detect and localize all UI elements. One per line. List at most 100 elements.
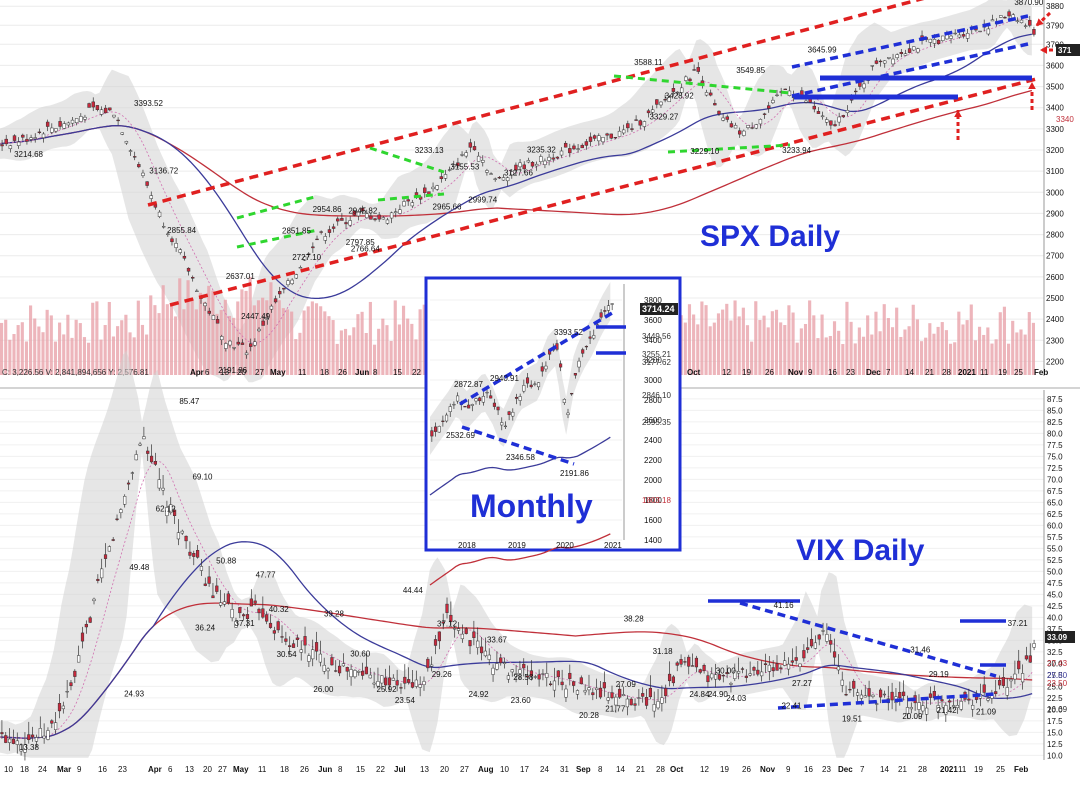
spx-candle-body xyxy=(485,170,489,173)
spx-candle-body xyxy=(145,181,149,186)
spx-volume-bar xyxy=(232,317,236,375)
spx-green-wedge-line xyxy=(236,194,319,220)
spx-x-tick-label: 25 xyxy=(1014,368,1023,377)
spx-candle-body xyxy=(398,209,402,214)
spx-volume-bar xyxy=(1002,306,1006,375)
spx-volume-bar xyxy=(261,297,265,375)
spx-candle-body xyxy=(597,135,601,142)
vix-candle-body xyxy=(80,632,85,642)
spx-candle-body xyxy=(472,146,477,151)
spx-candle-body xyxy=(539,156,543,162)
spx-volume-bar xyxy=(348,335,352,375)
vix-candle-body xyxy=(468,640,472,647)
spx-candle-body xyxy=(650,109,655,113)
spx-candle-body xyxy=(895,54,899,59)
spx-volume-bar xyxy=(832,321,837,375)
vix-candle-body xyxy=(675,662,679,666)
vix-candle-body xyxy=(1009,679,1013,682)
vix-candle-body xyxy=(733,670,737,679)
spx-candle-body xyxy=(41,133,46,139)
spx-candle-body xyxy=(870,65,875,67)
spx-volume-bar xyxy=(998,312,1002,375)
spx-volume-bar xyxy=(169,304,174,375)
vix-candle-body xyxy=(690,665,695,667)
spx-volume-bar xyxy=(236,301,240,375)
spx-candle-body xyxy=(16,141,21,146)
spx-volume-bar xyxy=(1027,312,1031,375)
spx-volume-bar xyxy=(207,285,211,375)
spx-volume-bar xyxy=(78,323,82,375)
spx-candle-body xyxy=(141,172,145,176)
spx-x-tick-label: 26 xyxy=(765,368,774,377)
vix-candle-body xyxy=(948,700,952,703)
spx-price-annotation: 3136.72 xyxy=(149,166,178,175)
vix-x-tick-label: 27 xyxy=(460,765,469,774)
vix-candle-body xyxy=(334,670,338,672)
vix-candle-body xyxy=(464,628,468,634)
monthly-candle-body xyxy=(511,411,515,417)
vix-x-tick-label: 14 xyxy=(616,765,625,774)
spx-candle-body xyxy=(249,343,253,347)
vix-candle-body xyxy=(299,649,303,653)
spx-candle-body xyxy=(555,156,560,159)
spx-volume-bar xyxy=(161,285,165,375)
vix-candle-body xyxy=(537,674,541,680)
spx-green-wedge-line xyxy=(667,143,791,154)
spx-candle-body xyxy=(820,115,825,118)
spx-candle-body xyxy=(315,238,319,241)
vix-x-tick-label: 24 xyxy=(38,765,47,774)
spx-volume-bar xyxy=(343,328,348,375)
spx-candle-body xyxy=(340,218,344,221)
vix-candle-body xyxy=(560,681,564,686)
vix-candle-body xyxy=(598,687,603,698)
spx-price-annotation: 3127.66 xyxy=(504,168,533,177)
spx-candle-body xyxy=(526,160,531,163)
vix-candle-body xyxy=(410,682,415,688)
vix-candle-body xyxy=(721,674,725,677)
spx-candle-body xyxy=(456,162,460,166)
spx-volume-bar xyxy=(737,316,741,375)
vix-candle-body xyxy=(898,691,902,699)
vix-candle-body xyxy=(502,662,507,664)
monthly-candle-body xyxy=(606,305,611,311)
spx-volume-bar xyxy=(994,339,998,375)
vix-x-tick-label: 16 xyxy=(804,765,813,774)
vix-last-price-label: 33.09 xyxy=(1047,633,1068,642)
vix-candle-body xyxy=(771,667,775,671)
vix-x-tick-label: 17 xyxy=(520,765,529,774)
monthly-candle-body xyxy=(437,426,441,433)
vix-candle-body xyxy=(744,675,748,678)
vix-candle-body xyxy=(637,697,641,699)
spx-x-tick-label: 20 xyxy=(237,368,246,377)
spx-candle-body xyxy=(721,117,725,121)
vix-candle-body xyxy=(671,676,675,684)
monthly-candle-body xyxy=(577,360,581,368)
spx-candle-body xyxy=(957,34,962,38)
vix-x-tick-label: 9 xyxy=(786,765,791,774)
spx-candle-body xyxy=(812,105,816,110)
spx-candle-body xyxy=(95,105,100,111)
vix-candle-body xyxy=(867,688,871,697)
vix-candle-body xyxy=(679,659,683,665)
spx-volume-bar xyxy=(149,295,153,375)
spx-volume-bar xyxy=(700,301,704,375)
vix-candle-body xyxy=(380,675,384,684)
vix-candle-body xyxy=(756,669,760,675)
spx-volume-bar xyxy=(58,322,62,375)
spx-volume-bar xyxy=(323,311,327,375)
monthly-candle-body xyxy=(573,373,577,376)
spx-volume-bar xyxy=(356,314,360,375)
spx-candle-body xyxy=(605,133,609,136)
monthly-last-price-box xyxy=(640,303,678,315)
vix-candle-body xyxy=(261,608,265,618)
spx-volume-bar xyxy=(944,330,948,375)
vix-candle-body xyxy=(1005,687,1009,696)
spx-candle-body xyxy=(157,211,162,217)
vix-x-tick-label: Apr xyxy=(148,765,162,774)
vix-price-annotation: 49.48 xyxy=(129,563,150,572)
spx-x-tick-label: 28 xyxy=(942,368,951,377)
vix-candle-body xyxy=(84,623,88,628)
vix-price-annotation: 21.42 xyxy=(937,706,958,715)
spx-x-tick-label: Oct xyxy=(687,368,701,377)
monthly-last-price-label: 3714.24 xyxy=(642,304,675,314)
